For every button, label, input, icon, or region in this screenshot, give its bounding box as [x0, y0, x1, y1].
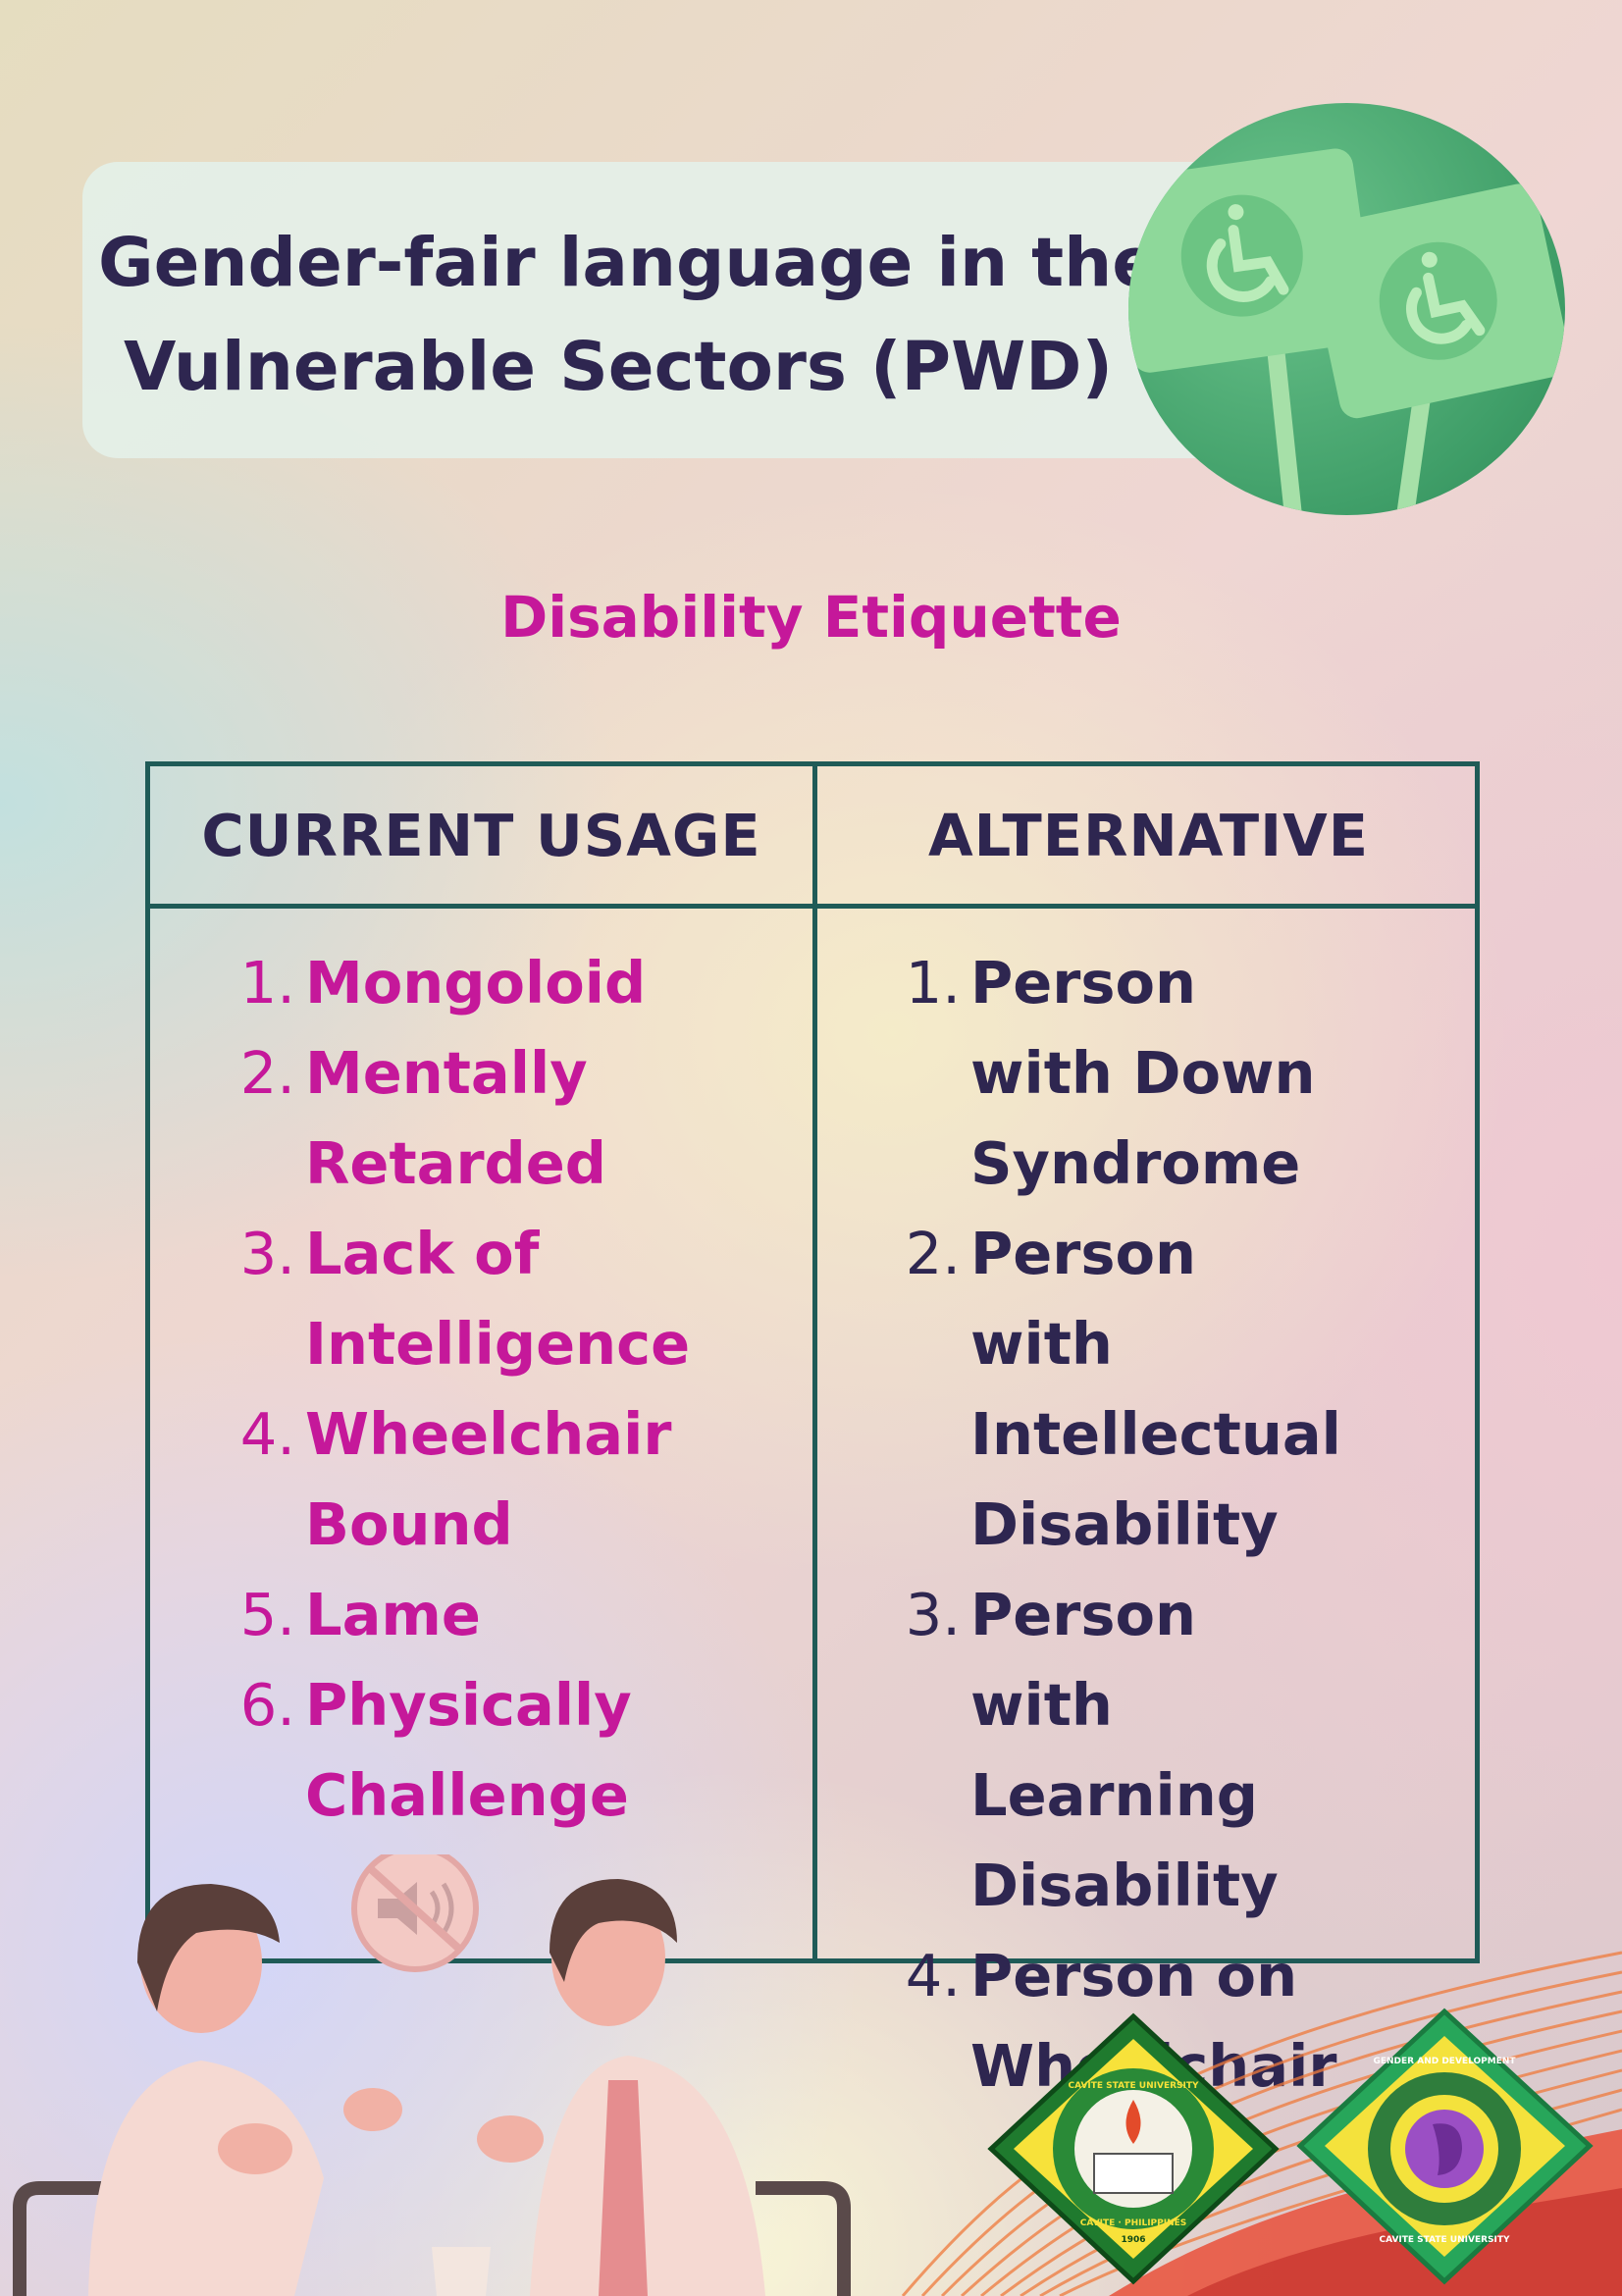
gad-seal-bottom-text: CAVITE STATE UNIVERSITY	[1379, 2235, 1510, 2245]
list-item: 3. Lack of Intelligence	[239, 1220, 691, 1378]
list-item: 3. Person with Learning Disability	[905, 1581, 1279, 1919]
cvsu-seal-top-text: CAVITE STATE UNIVERSITY	[1068, 2081, 1199, 2091]
muted-speaker-icon	[351, 1854, 479, 1972]
list-item: 2. Mentally Retarded	[239, 1039, 607, 1197]
title-line-2: Vulnerable Sectors (PWD)	[123, 328, 1113, 406]
section-heading: Disability Etiquette	[500, 584, 1122, 651]
column-header-alternative: ALTERNATIVE	[927, 802, 1370, 869]
gad-seal-icon: GENDER AND DEVELOPMENT CAVITE STATE UNIV…	[1296, 2008, 1594, 2285]
cvsu-seal-icon: CAVITE STATE UNIVERSITY CAVITE · PHILIPP…	[987, 2012, 1280, 2285]
list-item: 4. Wheelchair Bound	[239, 1400, 672, 1558]
list-item: 1. Mongoloid	[239, 949, 647, 1017]
people-signing-illustration	[13, 1854, 851, 2296]
title-card	[82, 162, 1260, 458]
table-column-divider	[812, 766, 817, 1958]
column-header-current-usage: CURRENT USAGE	[201, 802, 761, 869]
title-line-1: Gender-fair language in the	[98, 224, 1159, 302]
cvsu-seal-bottom-text: CAVITE · PHILIPPINES	[1080, 2218, 1187, 2228]
gad-seal-top-text: GENDER AND DEVELOPMENT	[1373, 2057, 1516, 2066]
current-usage-list: 1. Mongoloid 2. Mentally Retarded 3. Lack o…	[231, 938, 717, 1841]
list-item: 1. Person with Down Syndrome	[905, 949, 1316, 1197]
cvsu-seal-year: 1906	[1121, 2235, 1145, 2245]
wheelchair-sign-icon	[1128, 103, 1565, 515]
table-header-divider	[150, 904, 1475, 909]
etiquette-table: CURRENT USAGE ALTERNATIVE 1. Mongoloid 2.…	[145, 761, 1480, 2100]
page-title: Gender-fair language in the Vulnerable S…	[98, 211, 1159, 419]
alternative-list: 1. Person with Down Syndrome 2. Person wit…	[896, 938, 1353, 2112]
list-item: 5. Lame	[239, 1581, 481, 1648]
list-item: 2. Person with Intellectual Disability	[905, 1220, 1341, 1558]
list-item: 6. Physically Challenge	[239, 1671, 632, 1829]
